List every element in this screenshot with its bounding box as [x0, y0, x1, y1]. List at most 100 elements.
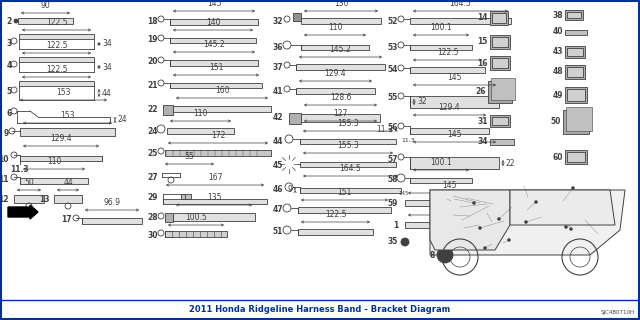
Text: 129.4: 129.4	[50, 134, 72, 143]
Bar	[410, 128, 489, 134]
Polygon shape	[430, 190, 510, 250]
Text: 41: 41	[273, 86, 283, 95]
Text: 130: 130	[333, 0, 348, 8]
Text: 9: 9	[287, 186, 292, 195]
Text: 58: 58	[387, 175, 398, 185]
Text: 46: 46	[273, 185, 283, 194]
Bar	[491, 78, 515, 100]
Text: 44: 44	[63, 178, 73, 187]
Text: 100.5: 100.5	[185, 213, 207, 222]
Bar	[170, 19, 258, 25]
Text: 145.2: 145.2	[330, 45, 351, 54]
Bar	[490, 115, 510, 127]
Text: 60: 60	[552, 153, 563, 162]
Text: 164.5: 164.5	[340, 164, 362, 173]
Bar	[298, 229, 373, 235]
Text: 50: 50	[550, 117, 561, 126]
Circle shape	[570, 228, 573, 230]
Text: 2011 Honda Ridgeline Harness Band - Bracket Diagram: 2011 Honda Ridgeline Harness Band - Brac…	[189, 306, 451, 315]
Text: 151: 151	[209, 63, 223, 72]
Bar	[567, 67, 583, 77]
Text: 135: 135	[207, 193, 221, 202]
Polygon shape	[510, 190, 615, 225]
Text: 129.4: 129.4	[438, 103, 460, 112]
Text: 155.3: 155.3	[337, 141, 359, 150]
Bar	[410, 96, 499, 108]
Text: 26: 26	[476, 87, 486, 97]
Bar	[20, 128, 115, 136]
Text: 13: 13	[40, 196, 50, 204]
Text: 52: 52	[388, 17, 398, 26]
Bar	[296, 64, 385, 70]
Bar	[18, 18, 73, 24]
Text: 110: 110	[328, 23, 342, 32]
Text: 100.1: 100.1	[430, 158, 452, 167]
Text: 6: 6	[7, 108, 12, 117]
Text: 50: 50	[24, 178, 34, 187]
Text: 24: 24	[118, 116, 127, 124]
Text: 32: 32	[417, 98, 427, 107]
Text: 160: 160	[215, 86, 229, 95]
Text: 9: 9	[4, 129, 9, 138]
Text: 155.3: 155.3	[337, 119, 359, 128]
Circle shape	[497, 218, 500, 220]
Text: 30: 30	[147, 230, 158, 239]
Bar	[565, 46, 585, 58]
Bar	[301, 45, 369, 50]
Circle shape	[437, 247, 453, 263]
Text: 19: 19	[147, 36, 158, 44]
Text: 18: 18	[147, 17, 158, 26]
Text: 38: 38	[552, 11, 563, 20]
Text: 5: 5	[7, 87, 12, 97]
Text: FR.: FR.	[8, 209, 22, 215]
Text: 43: 43	[552, 47, 563, 57]
Bar	[165, 231, 173, 237]
Bar	[410, 178, 472, 183]
Text: 11.3: 11.3	[376, 125, 393, 134]
Text: 22: 22	[506, 158, 515, 167]
Bar	[567, 12, 581, 18]
Text: 145.2: 145.2	[203, 40, 225, 49]
Bar	[300, 162, 396, 167]
Text: 34: 34	[102, 62, 112, 71]
Bar	[492, 117, 508, 125]
Bar	[565, 150, 587, 164]
Text: 145: 145	[398, 191, 408, 196]
Text: 47: 47	[273, 205, 283, 214]
Bar	[490, 139, 514, 145]
Circle shape	[508, 238, 511, 242]
Bar	[490, 11, 508, 25]
Text: 44: 44	[273, 137, 283, 146]
Bar	[298, 207, 391, 213]
Bar	[163, 105, 173, 115]
Text: 122.5: 122.5	[436, 48, 458, 57]
Bar	[165, 213, 173, 222]
Bar	[563, 110, 589, 134]
Text: 29: 29	[147, 194, 158, 203]
Bar	[565, 10, 583, 20]
Circle shape	[479, 227, 481, 229]
Text: 49: 49	[552, 91, 563, 100]
Text: 167: 167	[208, 173, 222, 182]
Text: 20: 20	[147, 58, 158, 67]
Text: 34: 34	[102, 39, 112, 49]
Bar	[492, 37, 508, 47]
Circle shape	[14, 19, 18, 23]
Text: 145: 145	[442, 203, 457, 212]
Bar	[405, 222, 494, 228]
Bar	[300, 139, 396, 144]
Text: 34: 34	[477, 138, 488, 147]
Text: 90: 90	[40, 1, 51, 10]
Text: 32: 32	[273, 17, 283, 26]
Text: 128.6: 128.6	[330, 93, 351, 102]
Bar	[170, 83, 262, 88]
Text: 45: 45	[273, 162, 283, 171]
Text: 12: 12	[0, 196, 9, 204]
Text: 11.3: 11.3	[401, 138, 415, 143]
Text: 145: 145	[442, 181, 457, 190]
Bar	[289, 113, 301, 124]
Bar	[165, 231, 227, 237]
Bar	[566, 107, 592, 131]
Bar	[181, 194, 191, 199]
Circle shape	[534, 201, 538, 204]
